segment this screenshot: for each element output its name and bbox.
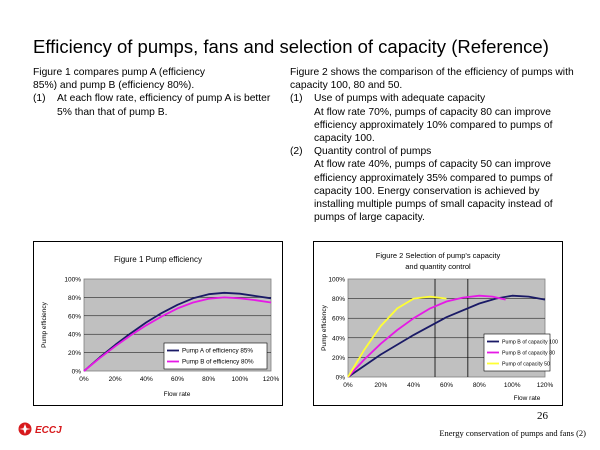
y-tick-label: 80%	[332, 296, 345, 303]
x-tick-label: 40%	[407, 382, 420, 389]
list-text: At each flow rate, efficiency of pump A …	[57, 93, 271, 118]
footer-caption: Energy conservation of pumps and fans (2…	[439, 428, 586, 438]
left-text-column: Figure 1 compares pump A (efficiency 85%…	[33, 66, 273, 119]
legend-label: Pump B of capacity 100	[502, 340, 558, 346]
x-tick-label: 0%	[79, 376, 89, 383]
series-line-3	[347, 295, 447, 378]
left-intro-line-2: 85%) and pump B (efficiency 80%).	[33, 80, 195, 92]
y-tick-label: 100%	[328, 277, 345, 284]
x-tick-label: 60%	[171, 376, 184, 383]
x-tick-label: 40%	[140, 376, 153, 383]
x-tick-label: 80%	[473, 382, 486, 389]
right-intro: Figure 2 shows the comparison of the eff…	[290, 67, 574, 92]
x-tick-label: 80%	[202, 376, 215, 383]
chart-title-line: Figure 1 Pump efficiency	[114, 255, 202, 264]
chart-title-line: and quantity control	[405, 262, 471, 271]
figure-2-chart: Figure 2 Selection of pump's capacity and…	[313, 241, 563, 406]
list-body: At flow rate 70%, pumps of capacity 80 c…	[314, 106, 553, 145]
list-text: Quantity control of pumps At flow rate 4…	[314, 145, 582, 224]
slide-title: Efficiency of pumps, fans and selection …	[33, 36, 549, 57]
legend-label: Pump B of capacity 80	[502, 351, 555, 357]
chart-title-line: Figure 2 Selection of pump's capacity	[376, 251, 501, 260]
y-tick-label: 60%	[332, 316, 345, 323]
x-tick-label: 100%	[232, 376, 249, 383]
y-tick-label: 40%	[68, 332, 81, 339]
list-heading: Use of pumps with adequate capacity	[314, 93, 486, 105]
x-axis-label: Flow rate	[514, 395, 541, 402]
series-line-2	[347, 294, 506, 378]
x-tick-label: 100%	[504, 382, 521, 389]
series-line-1	[83, 291, 272, 372]
list-number: (1)	[290, 93, 303, 105]
y-tick-label: 20%	[332, 355, 345, 362]
page-number: 26	[537, 410, 548, 422]
y-tick-label: 40%	[332, 335, 345, 342]
x-tick-label: 120%	[537, 382, 554, 389]
list-body: At flow rate 40%, pumps of capacity 50 c…	[314, 159, 553, 224]
left-list-item-1: (1) At each flow rate, efficiency of pum…	[33, 92, 273, 118]
x-tick-label: 0%	[343, 382, 353, 389]
right-list-item-1: (1) Use of pumps with adequate capacity …	[290, 92, 582, 145]
y-axis-label: Pump efficiency	[321, 304, 328, 351]
eccj-logo-text: ECCJ	[35, 425, 62, 436]
y-tick-label: 0%	[336, 375, 346, 382]
list-heading: Quantity control of pumps	[314, 146, 432, 158]
y-tick-label: 100%	[64, 277, 81, 284]
list-number: (2)	[290, 146, 303, 158]
eccj-logo-mark-icon: ECCJ	[18, 422, 62, 436]
legend-label: Pump of capacity 50	[502, 362, 550, 368]
right-list-item-2: (2) Quantity control of pumps At flow ra…	[290, 145, 582, 224]
figure-1-svg: Figure 1 Pump efficiency 0% 20% 40% 60% 80% 10…	[41, 255, 280, 398]
right-text-column: Figure 2 shows the comparison of the eff…	[290, 66, 582, 224]
legend-label: Pump B of efficiency 80%	[182, 359, 254, 366]
y-tick-label: 0%	[72, 369, 82, 376]
x-tick-label: 120%	[263, 376, 280, 383]
y-axis-label: Pump efficiency	[41, 301, 48, 348]
x-tick-label: 20%	[109, 376, 122, 383]
legend-box	[163, 342, 268, 370]
x-tick-label: 20%	[374, 382, 387, 389]
list-number: (1)	[33, 93, 46, 105]
series-line-2	[83, 296, 272, 372]
left-intro-line-1: Figure 1 compares pump A (efficiency	[33, 67, 206, 78]
figure-2-svg: Figure 2 Selection of pump's capacity and…	[321, 251, 558, 402]
list-text: Use of pumps with adequate capacity At f…	[314, 92, 582, 145]
series-line-1	[347, 294, 546, 378]
figure-1-chart: Figure 1 Pump efficiency 0% 20% 40% 60% 80% 10…	[33, 241, 283, 406]
eccj-logo: ECCJ	[17, 419, 77, 439]
y-tick-label: 20%	[68, 350, 81, 357]
x-tick-label: 60%	[440, 382, 453, 389]
legend-label: Pump A of efficiency 85%	[182, 348, 253, 355]
x-axis-label: Flow rate	[164, 391, 191, 398]
y-tick-label: 80%	[68, 295, 81, 302]
y-tick-label: 60%	[68, 313, 81, 320]
